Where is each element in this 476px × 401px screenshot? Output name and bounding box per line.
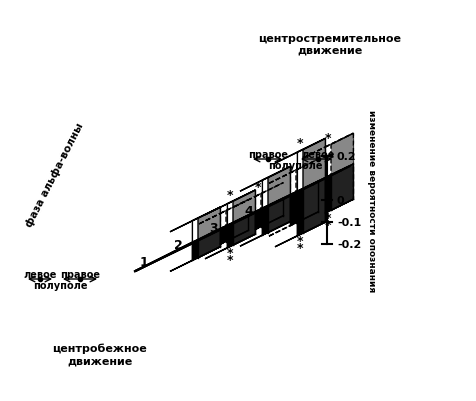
Text: *: * (254, 181, 261, 194)
Polygon shape (255, 198, 283, 230)
Text: фаза альфа-волны: фаза альфа-волны (24, 121, 86, 228)
Text: *: * (297, 234, 303, 247)
Text: *: * (297, 137, 303, 150)
Polygon shape (302, 139, 325, 190)
Polygon shape (192, 229, 220, 261)
Polygon shape (297, 139, 325, 192)
Text: полуполе: полуполе (267, 160, 322, 170)
Polygon shape (262, 196, 290, 235)
Polygon shape (232, 216, 283, 241)
Polygon shape (262, 167, 290, 209)
Polygon shape (226, 215, 248, 242)
Text: 3: 3 (209, 221, 218, 234)
Polygon shape (239, 167, 290, 192)
Text: правое: правое (248, 150, 288, 160)
Polygon shape (290, 160, 318, 195)
Text: левое: левое (301, 150, 334, 160)
Polygon shape (275, 223, 325, 247)
Text: *: * (227, 253, 233, 266)
Text: *: * (324, 211, 331, 225)
Polygon shape (296, 182, 318, 223)
Text: *: * (227, 246, 233, 259)
Text: левое: левое (23, 269, 57, 279)
Polygon shape (260, 198, 283, 227)
Polygon shape (198, 200, 248, 225)
Polygon shape (220, 215, 248, 244)
Polygon shape (330, 164, 353, 211)
Polygon shape (220, 200, 248, 229)
Polygon shape (268, 196, 290, 233)
Polygon shape (260, 183, 283, 210)
Text: -0.2: -0.2 (336, 239, 360, 249)
Polygon shape (169, 207, 220, 232)
Polygon shape (198, 229, 220, 258)
Polygon shape (302, 178, 325, 234)
Polygon shape (268, 160, 318, 184)
Polygon shape (226, 200, 248, 227)
Polygon shape (296, 160, 318, 193)
Polygon shape (227, 190, 255, 226)
Polygon shape (135, 171, 340, 271)
Text: 0.2: 0.2 (336, 152, 356, 161)
Text: *: * (297, 241, 303, 254)
Polygon shape (325, 134, 353, 178)
Polygon shape (302, 200, 353, 225)
Polygon shape (192, 207, 220, 243)
Polygon shape (239, 222, 290, 247)
Polygon shape (268, 212, 318, 237)
Text: 1: 1 (139, 255, 148, 268)
Text: 2: 2 (174, 238, 183, 251)
Polygon shape (275, 139, 325, 164)
Polygon shape (169, 247, 220, 272)
Polygon shape (325, 164, 353, 213)
Text: *: * (227, 188, 233, 201)
Polygon shape (205, 235, 255, 259)
Polygon shape (198, 231, 248, 255)
Polygon shape (198, 169, 344, 240)
Polygon shape (330, 134, 353, 176)
Text: центростремительное
движение: центростремительное движение (258, 34, 401, 56)
Polygon shape (290, 182, 318, 226)
Polygon shape (255, 183, 283, 212)
Polygon shape (302, 134, 353, 159)
Text: центробежное
движение: центробежное движение (52, 343, 147, 365)
Text: правое: правое (60, 269, 100, 279)
Polygon shape (297, 178, 325, 236)
Polygon shape (232, 213, 255, 245)
Text: 0: 0 (336, 195, 344, 205)
Polygon shape (205, 190, 255, 215)
Text: полуполе: полуполе (33, 280, 87, 290)
Text: *: * (324, 132, 331, 145)
Text: 4: 4 (244, 204, 253, 217)
Text: изменение вероятности опознания: изменение вероятности опознания (367, 109, 376, 291)
Polygon shape (232, 190, 255, 224)
Polygon shape (268, 167, 290, 207)
Polygon shape (227, 213, 255, 248)
Text: *: * (324, 219, 331, 231)
Text: -0.1: -0.1 (336, 217, 360, 227)
Polygon shape (232, 183, 283, 208)
Polygon shape (198, 207, 220, 241)
